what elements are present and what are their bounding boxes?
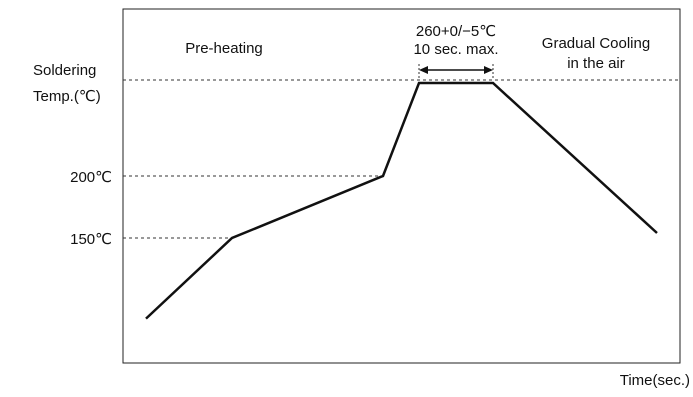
series-line <box>145 81 658 320</box>
plot-frame <box>122 8 681 364</box>
peak-temp-label: 260+0/−5℃ <box>416 23 496 40</box>
y-tick-150: 150℃ <box>70 231 112 248</box>
preheating-label: Pre-heating <box>185 40 263 57</box>
y-tick-200: 200℃ <box>70 169 112 186</box>
cooling-label-line2: in the air <box>567 55 625 72</box>
x-axis-label: Time(sec.) <box>620 372 690 389</box>
arrow-head-right <box>484 66 493 74</box>
y-axis-label-line1: Soldering <box>33 62 96 79</box>
cooling-label-line1: Gradual Cooling <box>542 35 650 52</box>
arrow-head-left <box>419 66 428 74</box>
y-axis-label-line2: Temp.(℃) <box>33 88 101 105</box>
peak-time-label: 10 sec. max. <box>413 41 498 58</box>
